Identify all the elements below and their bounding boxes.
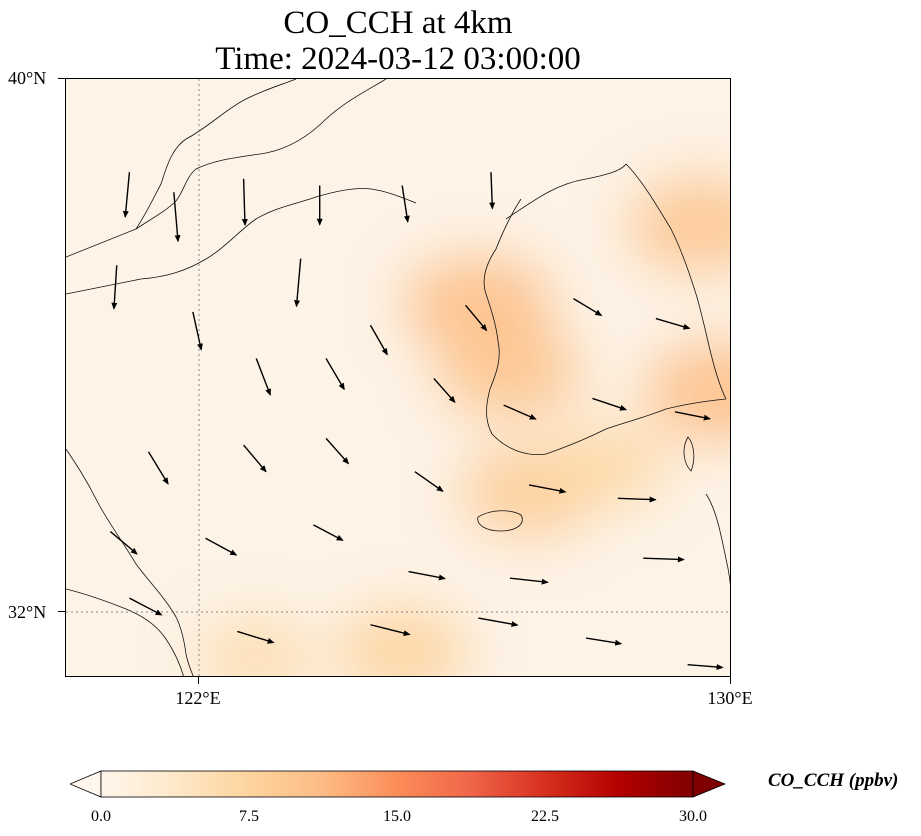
wind-arrow-16 (503, 404, 537, 420)
coastline-jeju (477, 510, 523, 532)
wind-arrow-19 (147, 451, 169, 485)
wind-arrow-21 (325, 437, 350, 465)
colorbar-tick-4: 30.0 (679, 808, 707, 825)
lon-label-122e: 122°E (175, 688, 221, 708)
wind-arrow-35 (586, 637, 623, 646)
co-hotspot-6 (542, 423, 669, 508)
wind-arrow-1 (173, 192, 181, 243)
co-hotspot-3 (628, 177, 730, 274)
wind-arrow-24 (617, 496, 657, 503)
colorbar-tick-2: 15.0 (383, 808, 411, 825)
co-hotspot-5 (336, 607, 469, 676)
wind-arrow-11 (573, 298, 603, 317)
wind-arrow-10 (465, 304, 488, 332)
wind-arrow-27 (313, 524, 344, 541)
coastline-korea-east (625, 163, 727, 400)
tick-lon-130 (730, 677, 731, 684)
coastline-korea-south (545, 398, 727, 455)
wind-arrow-17 (592, 397, 628, 411)
wind-arrow-32 (237, 630, 275, 644)
coastlines (66, 79, 730, 676)
map-canvas (66, 79, 730, 676)
colorbar-title: CO_CCH (ppbv) (768, 770, 899, 791)
wind-arrow-28 (408, 570, 446, 581)
wind-arrow-34 (478, 617, 519, 627)
wind-arrow-8 (192, 311, 203, 351)
coastline-liaodong (135, 79, 387, 230)
wind-arrow-5 (489, 172, 496, 210)
wind-arrow-31 (129, 597, 163, 616)
map-title: CO_CCH at 4km (283, 5, 513, 41)
coastline-yangtze-estuary (66, 588, 184, 676)
wind-arrow-36 (687, 663, 724, 671)
co-hotspot-1 (438, 323, 582, 420)
wind-arrow-29 (509, 577, 549, 585)
colorbar-tick-3: 22.5 (531, 808, 559, 825)
colorbar-bar (100, 770, 694, 798)
wind-arrow-25 (109, 531, 138, 555)
colorbar-extend-high (692, 770, 726, 798)
tick-lat-40 (58, 78, 65, 79)
lon-label-130e: 130°E (707, 688, 753, 708)
co-hotspot-7 (196, 618, 317, 676)
colorbar-tick-1: 7.5 (239, 808, 259, 825)
wind-arrow-14 (325, 358, 345, 391)
map-panel (65, 78, 731, 677)
wind-vectors (109, 172, 724, 671)
wind-arrow-13 (255, 358, 271, 396)
tick-lat-32 (58, 611, 65, 612)
wind-arrow-12 (655, 317, 691, 330)
wind-arrow-22 (414, 471, 444, 492)
border-korea-north (505, 163, 627, 220)
co-hotspot-2 (644, 341, 730, 442)
wind-arrow-23 (528, 484, 567, 494)
wind-arrow-30 (643, 556, 685, 563)
concentration-field (196, 177, 730, 676)
wind-arrow-15 (433, 378, 456, 404)
wind-arrow-33 (370, 624, 411, 637)
colorbar-tick-0: 0.0 (91, 808, 111, 825)
lat-label-40n: 40°N (8, 68, 47, 88)
wind-arrow-26 (205, 537, 238, 556)
colorbar-extend-low (70, 770, 102, 798)
colorbar (70, 770, 726, 798)
coastline-north-china (66, 79, 297, 258)
coastline-jiangsu (66, 448, 194, 676)
wind-arrow-7 (111, 265, 118, 310)
coastline-kyushu (705, 493, 730, 585)
wind-arrow-9 (369, 324, 388, 356)
coastline-shandong (66, 188, 417, 295)
coastline-korea-west (483, 198, 547, 456)
wind-arrow-18 (674, 411, 711, 421)
wind-arrow-20 (243, 444, 267, 473)
wind-arrow-6 (294, 258, 302, 308)
wind-arrow-4 (401, 185, 410, 223)
gridlines (66, 79, 730, 676)
tick-lon-122 (198, 677, 199, 684)
wind-arrow-0 (122, 172, 131, 218)
map-subtitle-time: Time: 2024-03-12 03:00:00 (215, 41, 581, 77)
coastline-tsushima (683, 436, 695, 472)
wind-arrow-2 (241, 178, 248, 227)
lat-label-32n: 32°N (8, 602, 47, 622)
